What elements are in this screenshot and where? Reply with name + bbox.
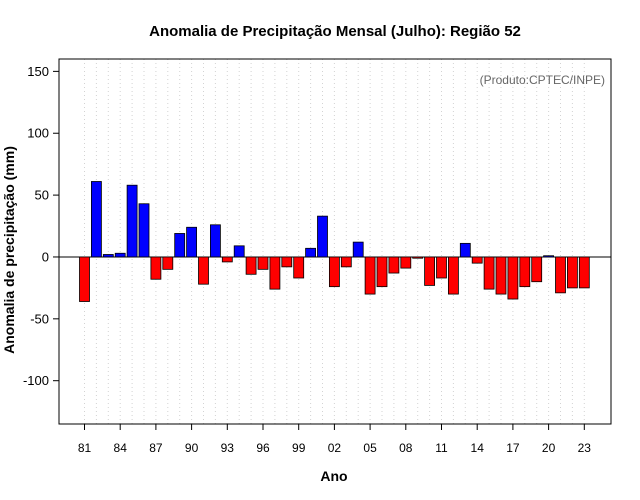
bar-1991: [198, 256, 209, 285]
bar-2003: [340, 256, 352, 268]
bar-1999: [293, 256, 305, 279]
x-tick-label: 02: [328, 441, 342, 455]
x-tick-label: 96: [256, 441, 270, 455]
y-axis: -100 -50 0 50 100 150: [23, 64, 59, 388]
y-tick-label: 100: [27, 126, 49, 141]
bar-2021: [555, 256, 566, 294]
bar-2010: [424, 256, 436, 286]
y-tick-label: -50: [30, 311, 49, 326]
bar-1989: [174, 233, 186, 258]
bar-1987: [150, 256, 162, 280]
bar-1990: [186, 226, 198, 258]
bar-2000: [305, 247, 317, 258]
x-tick-label: 84: [114, 441, 128, 455]
bar-2013: [459, 242, 471, 258]
source-note: (Produto:CPTEC/INPE): [480, 73, 605, 87]
bar-2012: [447, 256, 459, 295]
bar-1994: [233, 245, 245, 258]
bar-1998: [281, 256, 293, 268]
y-axis-label: Anomalia de precipitação (mm): [1, 146, 17, 354]
bar-2016: [495, 256, 507, 295]
bar-2009: [412, 256, 424, 259]
y-tick-label: -100: [23, 373, 49, 388]
x-tick-label: 11: [435, 441, 448, 455]
y-tick-label: 150: [27, 64, 49, 79]
bar-1986: [138, 203, 150, 258]
x-tick-label: 23: [578, 441, 592, 455]
x-tick-label: 90: [185, 441, 199, 455]
y-tick-label: 50: [35, 188, 49, 203]
bar-1982: [91, 181, 102, 258]
bar-2005: [364, 256, 376, 295]
x-tick-label: 05: [363, 441, 377, 455]
bar-1993: [221, 256, 233, 263]
bars: [79, 181, 590, 302]
x-tick-label: 08: [399, 441, 413, 455]
x-tick-label: 93: [221, 441, 235, 455]
x-tick-label: 87: [149, 441, 163, 455]
x-axis-label: Ano: [320, 468, 347, 484]
bar-1995: [245, 256, 257, 275]
bar-1996: [257, 256, 269, 270]
bar-2004: [352, 241, 364, 258]
bar-1985: [126, 184, 138, 258]
bar-1988: [162, 256, 174, 270]
vertical-gridlines: [84, 59, 585, 424]
y-tick-label: 0: [42, 249, 49, 264]
bar-2001: [317, 215, 328, 258]
x-tick-label: 20: [542, 441, 556, 455]
bar-2023: [578, 256, 590, 289]
bar-1992: [209, 224, 221, 258]
bar-1984: [114, 252, 126, 258]
bar-2019: [531, 256, 543, 283]
bar-2022: [567, 256, 578, 289]
bar-2017: [507, 256, 519, 300]
bar-2002: [328, 256, 340, 288]
bar-2018: [519, 256, 531, 288]
plot-frame: [58, 58, 612, 425]
bar-1997: [269, 256, 281, 290]
bar-2007: [388, 256, 400, 274]
x-tick-label: 14: [471, 441, 485, 455]
bar-2014: [471, 256, 483, 264]
bar-2006: [376, 256, 388, 288]
x-tick-label: 17: [506, 441, 520, 455]
bar-1983: [102, 254, 114, 258]
x-axis: 81 84 87 90 93 96 99 02 05 08 11 14 17 20 23: [78, 424, 591, 455]
bar-1981: [79, 256, 90, 302]
x-tick-label: 99: [292, 441, 306, 455]
bar-2008: [400, 256, 412, 269]
chart-title: Anomalia de Precipitação Mensal (Julho):…: [149, 23, 521, 40]
bar-2015: [483, 256, 495, 290]
bar-2020: [543, 255, 554, 258]
x-tick-label: 81: [78, 441, 92, 455]
bar-2011: [436, 256, 447, 279]
